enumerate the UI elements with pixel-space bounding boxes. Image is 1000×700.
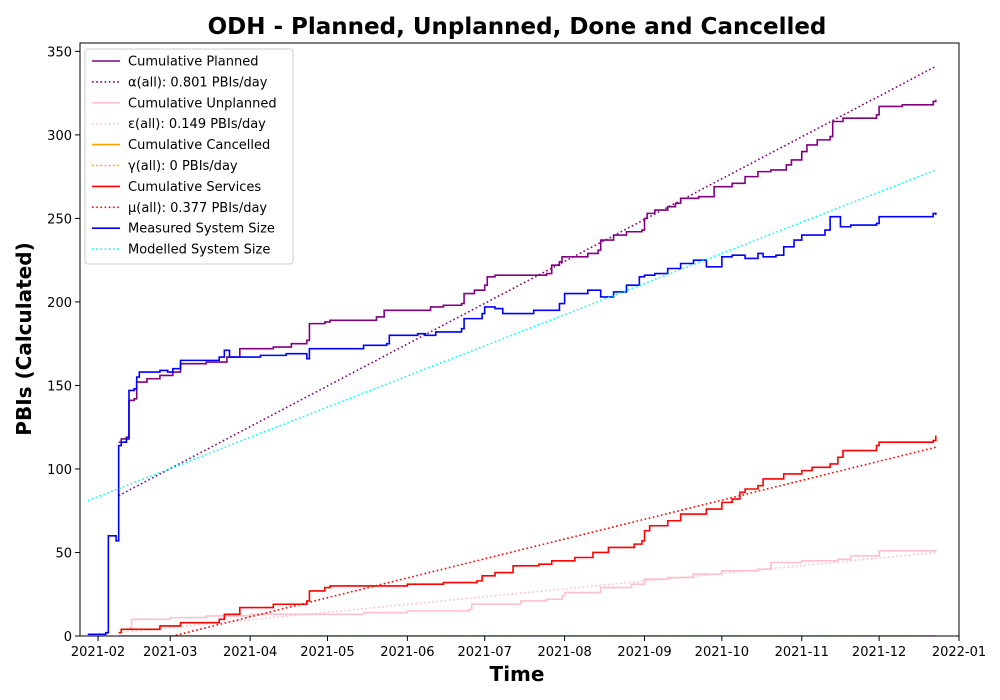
legend-item: Modelled System Size xyxy=(92,243,270,258)
x-axis-label: Time xyxy=(490,662,545,686)
x-tick-label: 2021-12 xyxy=(852,645,906,660)
series-layer xyxy=(87,65,937,636)
legend-label: μ(all): 0.377 PBIs/day xyxy=(128,201,267,216)
legend-item: Measured System Size xyxy=(92,222,275,237)
y-tick-label: 50 xyxy=(55,546,72,561)
x-tick-label: 2021-05 xyxy=(300,645,354,660)
chart-title: ODH - Planned, Unplanned, Done and Cance… xyxy=(208,14,827,40)
y-tick-label: 200 xyxy=(47,296,72,311)
legend-label: Cumulative Planned xyxy=(128,55,258,70)
legend-item: Cumulative Unplanned xyxy=(92,96,277,111)
legend-item: α(all): 0.801 PBIs/day xyxy=(92,75,268,90)
series-line-measured-system-size xyxy=(87,212,937,636)
y-tick-label: 350 xyxy=(47,45,72,60)
legend-label: Cumulative Services xyxy=(128,180,261,195)
x-tick-label: 2021-10 xyxy=(695,645,749,660)
y-axis-label: PBIs (Calculated) xyxy=(12,242,36,435)
x-tick-label: 2021-04 xyxy=(223,645,277,660)
x-tick-label: 2022-01 xyxy=(932,645,986,660)
series-line-all-0-377-pbis-day xyxy=(169,446,936,636)
legend: Cumulative Planned α(all): 0.801 PBIs/day… xyxy=(84,48,294,265)
y-tick-label: 100 xyxy=(47,463,72,478)
x-tick-label: 2021-02 xyxy=(71,645,125,660)
x-tick-label: 2021-03 xyxy=(143,645,197,660)
legend-item: γ(all): 0 PBIs/day xyxy=(92,159,238,174)
y-tick-label: 150 xyxy=(47,379,72,394)
legend-item: Cumulative Planned xyxy=(92,55,258,70)
series-line-cumulative-services xyxy=(118,435,937,634)
series-line-modelled-system-size xyxy=(87,169,937,502)
series-line-cumulative-planned xyxy=(118,99,937,444)
legend-label: γ(all): 0 PBIs/day xyxy=(128,159,238,174)
series-line-all-0-149-pbis-day xyxy=(118,551,936,634)
x-tick-label: 2021-09 xyxy=(617,645,671,660)
y-tick-label: 0 xyxy=(64,630,72,645)
y-tick-label: 300 xyxy=(47,129,72,144)
y-tick-label: 250 xyxy=(47,212,72,227)
legend-item: μ(all): 0.377 PBIs/day xyxy=(92,201,267,216)
legend-label: Measured System Size xyxy=(128,222,275,237)
x-tick-label: 2021-08 xyxy=(537,645,591,660)
legend-label: Cumulative Unplanned xyxy=(128,96,277,111)
x-axis: 2021-02 2021-03 2021-04 2021-05 2021-06 2021-… xyxy=(71,636,986,660)
x-tick-label: 2021-07 xyxy=(458,645,512,660)
legend-label: Modelled System Size xyxy=(128,243,270,258)
legend-item: Cumulative Services xyxy=(92,180,261,195)
legend-box xyxy=(84,48,294,265)
legend-label: ε(all): 0.149 PBIs/day xyxy=(128,117,266,132)
plot-frame xyxy=(79,42,960,637)
legend-label: α(all): 0.801 PBIs/day xyxy=(128,75,268,90)
legend-item: ε(all): 0.149 PBIs/day xyxy=(92,117,266,132)
legend-label: Cumulative Cancelled xyxy=(128,138,270,153)
series-line-cumulative-unplanned xyxy=(128,549,937,629)
series-line-all-0-801-pbis-day xyxy=(118,65,937,497)
legend-item: Cumulative Cancelled xyxy=(92,138,270,153)
x-tick-label: 2021-06 xyxy=(380,645,434,660)
x-tick-label: 2021-11 xyxy=(775,645,829,660)
y-axis: 0 50 100 150 200 250 300 350 xyxy=(47,45,80,645)
